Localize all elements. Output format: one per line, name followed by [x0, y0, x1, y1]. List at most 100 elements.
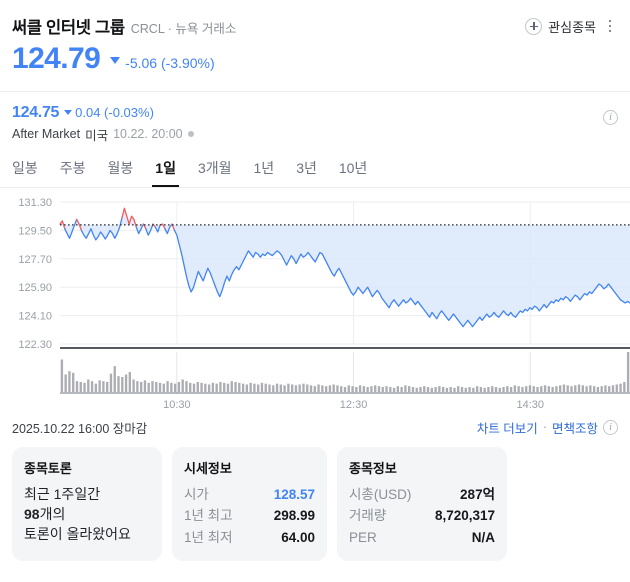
volume-bar	[615, 384, 618, 392]
volume-bar	[600, 385, 603, 392]
volume-bar	[234, 381, 237, 392]
volume-bar	[87, 379, 90, 392]
volume-bar	[536, 386, 539, 392]
chart-x-tick-label: 12:30	[340, 399, 368, 409]
chart-x-tick-label: 14:30	[516, 399, 544, 409]
volume-bar	[309, 384, 313, 392]
volume-bar	[559, 384, 562, 392]
chart-price-line	[173, 229, 630, 327]
volume-bar	[136, 380, 139, 392]
tab-월봉[interactable]: 월봉	[97, 158, 145, 187]
volume-bar	[264, 383, 267, 392]
current-price-row: 124.79 -5.06 (-3.90%)	[0, 36, 630, 77]
volume-bar	[377, 385, 381, 392]
quote-info-value: 298.99	[273, 508, 315, 524]
stock-info-card[interactable]: 종목정보 시총(USD) 287억 거래량 8,720,317 PER N/A	[337, 446, 507, 562]
tab-1일[interactable]: 1일	[144, 158, 187, 187]
chart-price-line	[135, 222, 145, 234]
volume-bar	[355, 386, 358, 392]
volume-bar	[170, 382, 173, 392]
volume-bar	[79, 381, 82, 392]
volume-bar	[215, 383, 218, 392]
volume-bar	[592, 385, 596, 392]
volume-bar	[223, 382, 226, 392]
volume-bar	[98, 379, 101, 392]
volume-bar	[472, 387, 475, 392]
volume-bar	[392, 387, 396, 392]
volume-bar	[189, 382, 192, 392]
tab-3개월[interactable]: 3개월	[187, 158, 243, 187]
volume-bar	[155, 381, 158, 392]
volume-bar	[204, 383, 207, 392]
volume-bar	[585, 385, 588, 392]
after-market-region: 미국	[85, 128, 109, 143]
volume-bar	[362, 385, 366, 392]
discussion-count-suffix: 개의	[39, 505, 66, 522]
info-circle-icon[interactable]: i	[603, 109, 618, 125]
volume-bar	[389, 386, 392, 392]
volume-bar	[347, 384, 350, 392]
after-market-block: 124.75 0.04 (-0.03%) After Market 미국 10.…	[0, 92, 630, 144]
volume-bar	[102, 380, 105, 392]
market-close-timestamp: 2025.10.22 16:00 장마감	[12, 421, 148, 436]
current-price: 124.79	[12, 42, 101, 75]
volume-bar	[324, 385, 328, 392]
volume-bar	[121, 376, 124, 392]
chart-price-line	[59, 219, 66, 229]
volume-bar	[147, 382, 150, 392]
chart-more-link[interactable]: 차트 더보기	[476, 421, 538, 436]
discussion-line-3: 토론이 올라왔어요	[24, 526, 131, 543]
volume-bar	[72, 372, 75, 392]
stock-info-value: 287억	[460, 486, 495, 502]
volume-bar	[257, 384, 260, 392]
tab-1년[interactable]: 1년	[243, 158, 286, 187]
chart-y-tick-label: 122.30	[18, 339, 52, 351]
quote-info-row: 1년 최저 64.00	[184, 527, 315, 549]
price-chart[interactable]: 131.30 129.50 127.70 125.90 124.10 122.30 10:3…	[0, 188, 630, 409]
volume-bar	[540, 385, 543, 392]
volume-bar	[555, 385, 558, 392]
volume-bar	[196, 381, 199, 392]
disclaimer-link[interactable]: 면책조항	[551, 421, 598, 436]
stock-info-key: 시총(USD)	[349, 486, 412, 502]
tab-주봉[interactable]: 주봉	[49, 158, 97, 187]
volume-bar	[608, 385, 611, 392]
tab-3년[interactable]: 3년	[285, 158, 328, 187]
volume-bar	[124, 374, 128, 392]
chart-price-line	[64, 218, 78, 239]
volume-bar	[374, 384, 377, 392]
tab-일봉[interactable]: 일봉	[12, 158, 49, 187]
after-market-change: 0.04 (-0.03%)	[75, 104, 154, 120]
chart-price-line	[164, 222, 173, 234]
chart-y-tick-label: 129.50	[18, 225, 52, 237]
volume-bar	[90, 380, 94, 392]
volume-bar	[385, 385, 388, 392]
volume-bar	[528, 384, 532, 392]
volume-bar	[336, 384, 339, 392]
chart-area-fill	[60, 207, 630, 327]
volume-bar	[241, 383, 245, 392]
footer-info-circle-icon[interactable]: i	[603, 419, 618, 435]
quote-info-row: 시가 128.57	[184, 484, 315, 506]
discussion-card[interactable]: 종목토론 최근 1주일간 98개의 토론이 올라왔어요	[12, 446, 162, 562]
header-actions: 관심종목	[521, 15, 618, 38]
after-market-price-row: 124.75 0.04 (-0.03%)	[12, 104, 618, 122]
volume-bar	[268, 384, 271, 392]
volume-bar	[441, 386, 445, 392]
volume-bar	[83, 382, 86, 392]
volume-bar	[181, 379, 184, 392]
watchlist-label: 관심종목	[548, 19, 596, 35]
volume-bar	[207, 384, 211, 392]
volume-bar	[411, 386, 415, 392]
volume-bar	[302, 383, 305, 392]
volume-bar	[351, 385, 354, 392]
quote-info-card[interactable]: 시세정보 시가 128.57 1년 최고 298.99 1년 최저 64.00	[172, 446, 327, 562]
volume-bar	[604, 384, 607, 392]
kebab-menu-icon[interactable]	[602, 16, 618, 36]
chart-y-tick-label: 127.70	[18, 253, 52, 265]
stock-info-value: N/A	[471, 530, 495, 546]
chart-canvas[interactable]: 131.30 129.50 127.70 125.90 124.10 122.30 10:3…	[0, 194, 630, 409]
add-to-watchlist-button[interactable]: 관심종목	[521, 15, 600, 38]
tab-10년[interactable]: 10년	[328, 158, 378, 187]
